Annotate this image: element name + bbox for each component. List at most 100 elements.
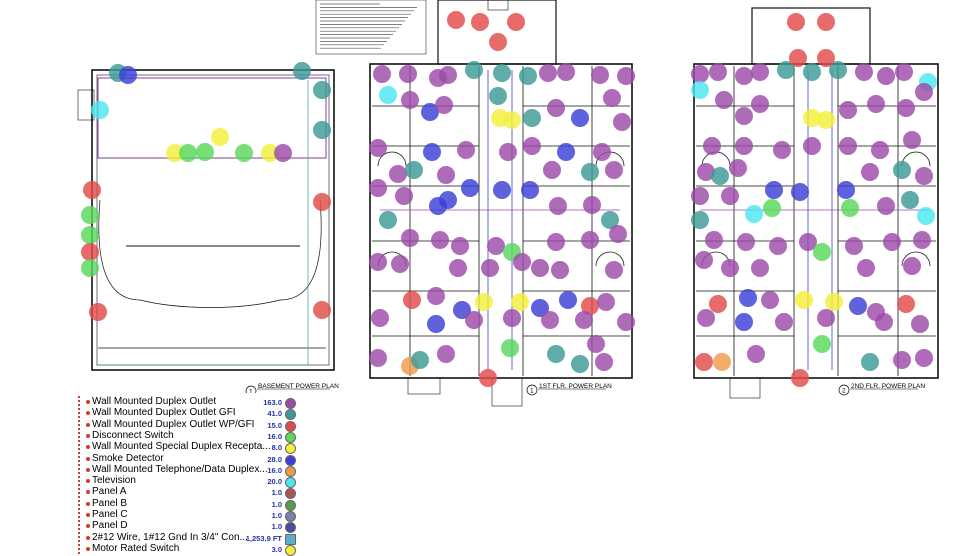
device-marker-icon[interactable] bbox=[557, 143, 575, 161]
device-marker-icon[interactable] bbox=[817, 13, 835, 31]
device-marker-icon[interactable] bbox=[697, 163, 715, 181]
device-marker-icon[interactable] bbox=[745, 205, 763, 223]
device-marker-icon[interactable] bbox=[313, 81, 331, 99]
device-marker-icon[interactable] bbox=[915, 83, 933, 101]
device-marker-icon[interactable] bbox=[613, 113, 631, 131]
device-marker-icon[interactable] bbox=[877, 67, 895, 85]
legend-item[interactable]: Disconnect Switch 16.0 bbox=[76, 430, 298, 443]
device-marker-icon[interactable] bbox=[605, 261, 623, 279]
device-marker-icon[interactable] bbox=[471, 13, 489, 31]
device-marker-icon[interactable] bbox=[439, 66, 457, 84]
device-marker-icon[interactable] bbox=[391, 255, 409, 273]
device-marker-icon[interactable] bbox=[583, 196, 601, 214]
device-marker-icon[interactable] bbox=[587, 335, 605, 353]
device-marker-icon[interactable] bbox=[791, 369, 809, 387]
device-marker-icon[interactable] bbox=[261, 144, 279, 162]
device-marker-icon[interactable] bbox=[487, 237, 505, 255]
device-marker-icon[interactable] bbox=[777, 61, 795, 79]
device-marker-icon[interactable] bbox=[915, 349, 933, 367]
device-marker-icon[interactable] bbox=[489, 87, 507, 105]
device-marker-icon[interactable] bbox=[765, 181, 783, 199]
legend-item[interactable]: Motor Rated Switch 3.0 bbox=[76, 543, 298, 556]
device-marker-icon[interactable] bbox=[389, 165, 407, 183]
device-marker-icon[interactable] bbox=[617, 313, 635, 331]
device-marker-icon[interactable] bbox=[787, 13, 805, 31]
device-marker-icon[interactable] bbox=[751, 63, 769, 81]
legend-item[interactable]: Wall Mounted Special Duplex Recepta... 8.… bbox=[76, 441, 298, 455]
device-marker-icon[interactable] bbox=[913, 231, 931, 249]
device-marker-icon[interactable] bbox=[857, 259, 875, 277]
device-marker-icon[interactable] bbox=[523, 137, 541, 155]
device-marker-icon[interactable] bbox=[817, 309, 835, 327]
legend-item[interactable]: Wall Mounted Duplex Outlet WP/GFI 15.0 bbox=[76, 419, 298, 432]
device-marker-icon[interactable] bbox=[521, 181, 539, 199]
device-marker-icon[interactable] bbox=[423, 143, 441, 161]
device-marker-icon[interactable] bbox=[507, 13, 525, 31]
device-marker-icon[interactable] bbox=[893, 351, 911, 369]
device-marker-icon[interactable] bbox=[721, 259, 739, 277]
device-marker-icon[interactable] bbox=[917, 207, 935, 225]
legend-item[interactable]: Panel D 1.0 bbox=[76, 520, 298, 534]
device-marker-icon[interactable] bbox=[803, 137, 821, 155]
device-marker-icon[interactable] bbox=[91, 101, 109, 119]
device-marker-icon[interactable] bbox=[435, 96, 453, 114]
device-marker-icon[interactable] bbox=[481, 259, 499, 277]
device-marker-icon[interactable] bbox=[371, 309, 389, 327]
device-marker-icon[interactable] bbox=[737, 233, 755, 251]
device-marker-icon[interactable] bbox=[593, 143, 611, 161]
device-marker-icon[interactable] bbox=[709, 295, 727, 313]
device-marker-icon[interactable] bbox=[601, 211, 619, 229]
device-marker-icon[interactable] bbox=[453, 301, 471, 319]
device-marker-icon[interactable] bbox=[493, 181, 511, 199]
device-marker-icon[interactable] bbox=[773, 141, 791, 159]
device-marker-icon[interactable] bbox=[421, 103, 439, 121]
legend-item[interactable]: Panel C 1.0 bbox=[76, 509, 298, 522]
device-marker-icon[interactable] bbox=[721, 187, 739, 205]
device-marker-icon[interactable] bbox=[475, 293, 493, 311]
device-marker-icon[interactable] bbox=[196, 143, 214, 161]
device-marker-icon[interactable] bbox=[747, 345, 765, 363]
device-marker-icon[interactable] bbox=[369, 253, 387, 271]
device-marker-icon[interactable] bbox=[739, 289, 757, 307]
device-marker-icon[interactable] bbox=[711, 167, 729, 185]
device-marker-icon[interactable] bbox=[369, 139, 387, 157]
device-marker-icon[interactable] bbox=[703, 137, 721, 155]
device-marker-icon[interactable] bbox=[735, 107, 753, 125]
device-marker-icon[interactable] bbox=[581, 297, 599, 315]
device-marker-icon[interactable] bbox=[411, 351, 429, 369]
device-marker-icon[interactable] bbox=[571, 109, 589, 127]
device-marker-icon[interactable] bbox=[395, 187, 413, 205]
device-marker-icon[interactable] bbox=[547, 345, 565, 363]
device-marker-icon[interactable] bbox=[513, 253, 531, 271]
device-marker-icon[interactable] bbox=[81, 206, 99, 224]
device-marker-icon[interactable] bbox=[403, 291, 421, 309]
device-marker-icon[interactable] bbox=[691, 211, 709, 229]
device-marker-icon[interactable] bbox=[775, 313, 793, 331]
device-marker-icon[interactable] bbox=[531, 259, 549, 277]
device-marker-icon[interactable] bbox=[557, 63, 575, 81]
device-marker-icon[interactable] bbox=[379, 86, 397, 104]
legend-item[interactable]: Panel A 1.0 bbox=[76, 486, 298, 500]
device-marker-icon[interactable] bbox=[691, 65, 709, 83]
device-marker-icon[interactable] bbox=[379, 211, 397, 229]
device-marker-icon[interactable] bbox=[541, 311, 559, 329]
device-marker-icon[interactable] bbox=[369, 349, 387, 367]
device-marker-icon[interactable] bbox=[897, 295, 915, 313]
device-marker-icon[interactable] bbox=[369, 179, 387, 197]
device-marker-icon[interactable] bbox=[861, 353, 879, 371]
device-marker-icon[interactable] bbox=[81, 259, 99, 277]
device-marker-icon[interactable] bbox=[911, 315, 929, 333]
device-marker-icon[interactable] bbox=[751, 259, 769, 277]
device-marker-icon[interactable] bbox=[531, 299, 549, 317]
device-marker-icon[interactable] bbox=[179, 144, 197, 162]
device-marker-icon[interactable] bbox=[401, 91, 419, 109]
device-marker-icon[interactable] bbox=[437, 345, 455, 363]
device-marker-icon[interactable] bbox=[313, 121, 331, 139]
device-marker-icon[interactable] bbox=[539, 64, 557, 82]
device-marker-icon[interactable] bbox=[715, 91, 733, 109]
device-marker-icon[interactable] bbox=[427, 287, 445, 305]
device-marker-icon[interactable] bbox=[235, 144, 253, 162]
device-marker-icon[interactable] bbox=[559, 291, 577, 309]
device-marker-icon[interactable] bbox=[503, 111, 521, 129]
device-marker-icon[interactable] bbox=[855, 63, 873, 81]
